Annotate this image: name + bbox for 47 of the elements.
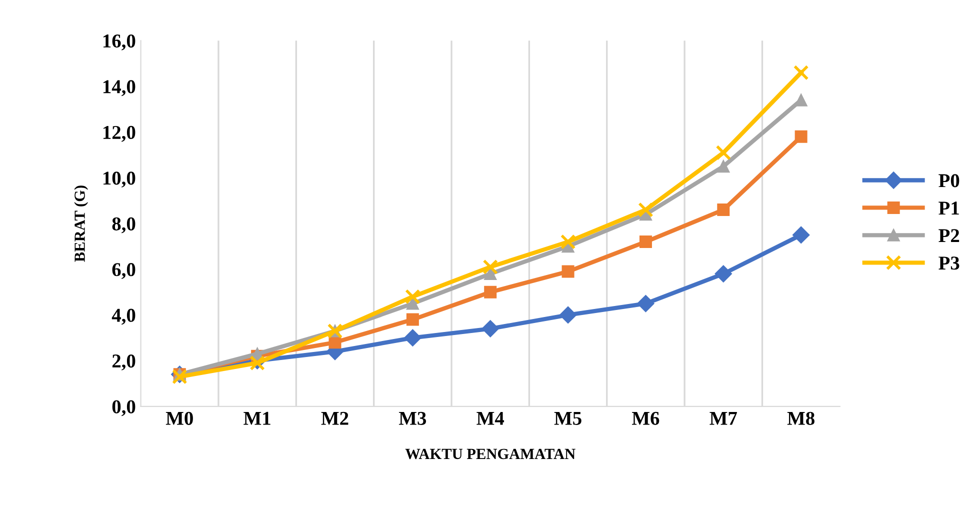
point [717, 160, 730, 173]
x-axis-title: WAKTU PENGAMATAN [405, 448, 576, 460]
point [639, 236, 652, 248]
x-tick-label: M8 [787, 412, 814, 425]
x-tick-label: M0 [166, 412, 193, 425]
point [406, 313, 419, 326]
x-tick-label: M2 [321, 412, 348, 425]
x-tick-label: M7 [710, 412, 737, 425]
point [560, 234, 576, 250]
y-tick-label: 8,0 [112, 217, 136, 234]
point [482, 320, 499, 338]
point [484, 268, 497, 280]
y-tick-label: 2,0 [112, 354, 136, 370]
y-tick-label: 14,0 [103, 80, 136, 96]
point [717, 204, 730, 216]
point [562, 265, 574, 278]
legend-label: P1 [938, 202, 959, 215]
y-tick-label: 4,0 [112, 308, 136, 325]
y-tick-label: 6,0 [112, 263, 136, 279]
point [405, 289, 420, 304]
point [638, 202, 654, 218]
legend-label: P0 [938, 174, 960, 188]
point [637, 294, 654, 312]
y-tick-label: 16,0 [103, 34, 136, 50]
point [792, 226, 810, 244]
point [794, 130, 808, 143]
point [172, 369, 188, 384]
x-tick-label: M6 [632, 412, 660, 425]
point [484, 286, 497, 298]
x-tick-label: M5 [554, 412, 582, 425]
y-tick-label: 0,0 [112, 400, 136, 416]
point [559, 306, 577, 324]
point [716, 145, 732, 160]
point [714, 265, 732, 282]
y-tick-label: 12,0 [103, 126, 136, 142]
point [250, 355, 265, 371]
x-tick-label: M3 [398, 412, 426, 425]
x-tick-label: M1 [244, 412, 270, 425]
legend-label: P2 [938, 229, 960, 242]
legend-label: P3 [938, 256, 960, 270]
x-tick-label: M4 [476, 412, 504, 425]
point [328, 336, 342, 349]
point [482, 259, 498, 275]
point [793, 65, 809, 80]
y-axis-title: BERAT (G) [74, 186, 88, 262]
y-tick-label: 10,0 [103, 172, 136, 188]
point [404, 329, 422, 346]
